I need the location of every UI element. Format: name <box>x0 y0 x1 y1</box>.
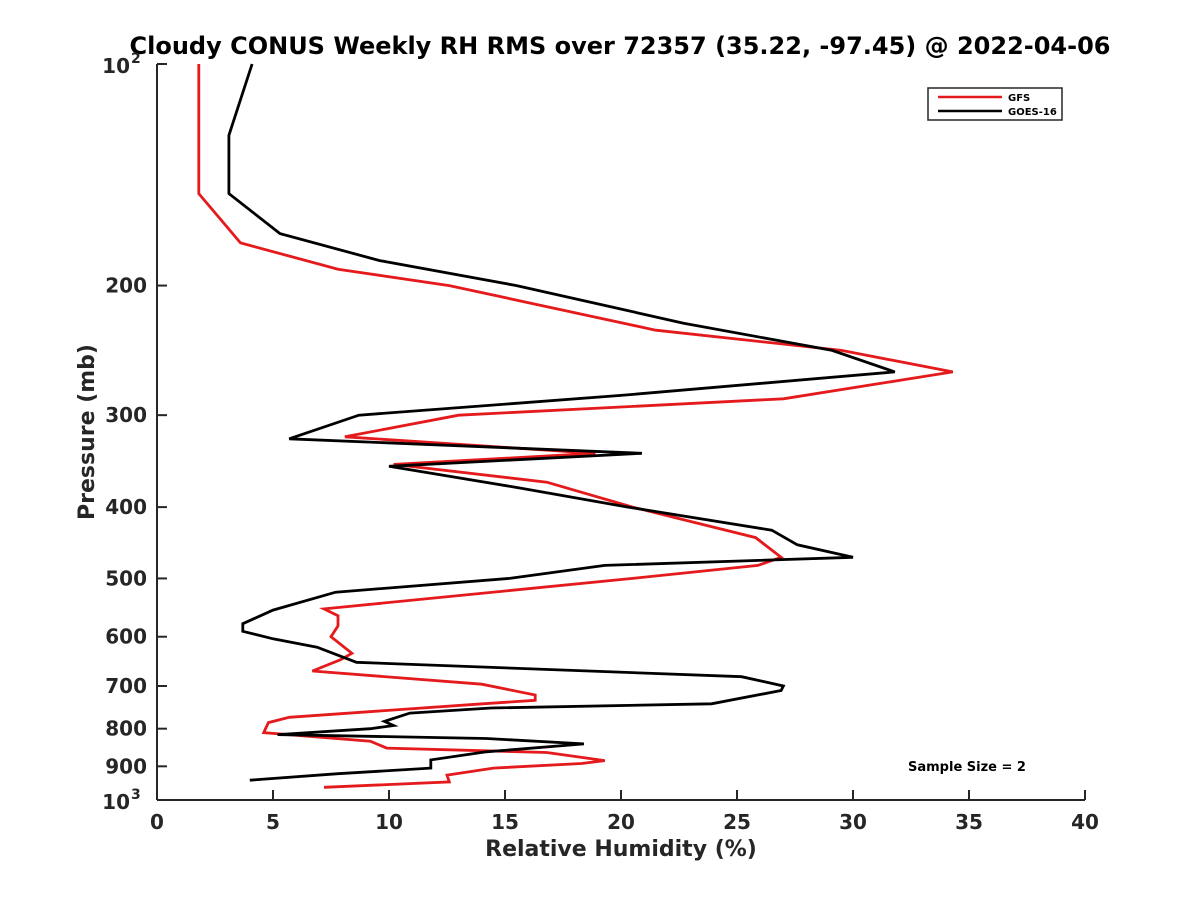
y-axis-label: Pressure (mb) <box>75 344 100 520</box>
x-tick-label: 40 <box>1071 810 1099 834</box>
x-tick-label: 25 <box>723 810 751 834</box>
y-tick-label: 800 <box>105 717 147 741</box>
x-tick-label: 20 <box>607 810 635 834</box>
axes <box>156 64 1085 801</box>
y-tick-label: 500 <box>105 566 147 590</box>
plot-area <box>197 63 954 789</box>
legend: GFS GOES-16 <box>927 87 1063 121</box>
x-tick-label: 35 <box>955 810 983 834</box>
y-tick-label: 900 <box>105 754 147 778</box>
series-line-goes16 <box>227 63 896 782</box>
x-axis-label: Relative Humidity (%) <box>485 837 757 862</box>
chart-title: Cloudy CONUS Weekly RH RMS over 72357 (3… <box>130 32 1111 60</box>
x-tick-label: 5 <box>266 810 280 834</box>
series-line-gfs <box>197 64 954 789</box>
x-tick-label: 0 <box>150 810 164 834</box>
legend-box <box>927 87 1063 121</box>
x-tick-label: 10 <box>375 810 403 834</box>
y-tick-exponent: 2 <box>131 51 141 67</box>
sample-size-annotation: Sample Size = 2 <box>908 760 1026 775</box>
x-axis-ticks: 0 5 10 15 20 25 30 35 40 <box>150 790 1099 834</box>
y-tick-label: 200 <box>105 274 147 298</box>
y-tick-label: 300 <box>105 403 147 427</box>
y-tick-label: 400 <box>105 495 147 519</box>
x-tick-label: 15 <box>491 810 519 834</box>
legend-label-goes16: GOES-16 <box>1008 107 1057 118</box>
y-tick-exponent: 3 <box>131 787 141 803</box>
y-tick-label: 700 <box>105 674 147 698</box>
legend-label-gfs: GFS <box>1008 93 1030 104</box>
y-tick-label: 10 <box>102 790 130 814</box>
x-tick-label: 30 <box>839 810 867 834</box>
y-tick-label: 600 <box>105 625 147 649</box>
y-tick-label: 10 <box>102 54 130 78</box>
